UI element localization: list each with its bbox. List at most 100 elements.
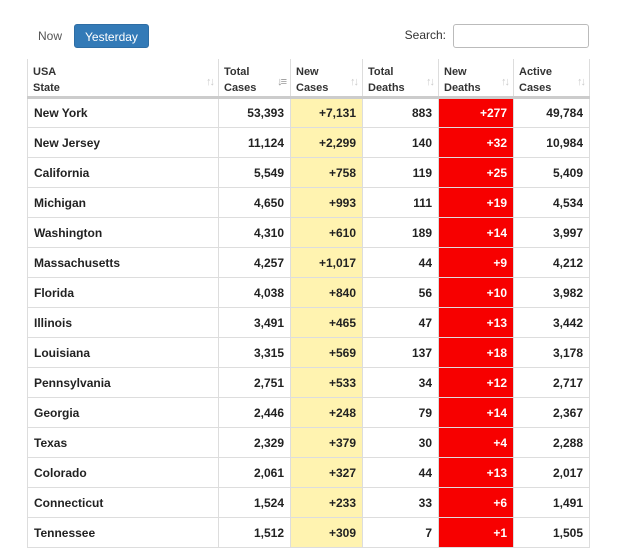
cell-new-deaths: +14 [438,397,514,428]
header-new-cases[interactable]: New Cases ↑↓ [290,59,363,99]
cell-active-cases: 5,409 [513,157,590,188]
cell-new-cases: +840 [290,277,363,308]
cell-total-cases: 4,257 [218,247,291,278]
cell-new-cases: +569 [290,337,363,368]
cell-total-cases: 2,446 [218,397,291,428]
cell-new-deaths: +4 [438,427,514,458]
cell-new-deaths: +6 [438,487,514,518]
cell-state: Tennessee [27,517,219,548]
cell-new-deaths: +12 [438,367,514,398]
cell-state: Colorado [27,457,219,488]
table-row: Florida 4,038 +840 56 +10 3,982 [27,277,590,308]
cell-state: Connecticut [27,487,219,518]
table-row: Michigan 4,650 +993 111 +19 4,534 [27,187,590,218]
cell-total-deaths: 34 [362,367,439,398]
header-active-cases-line2: Cases [519,82,552,94]
cell-new-cases: +1,017 [290,247,363,278]
cell-new-deaths: +13 [438,307,514,338]
yesterday-tab-button[interactable]: Yesterday [74,24,149,48]
sort-arrows-icon: ↑↓ [426,76,435,88]
sort-arrows-icon: ↑↓ [501,76,510,88]
sort-arrows-icon: ↑↓ [350,76,359,88]
cell-active-cases: 3,442 [513,307,590,338]
cell-total-deaths: 44 [362,247,439,278]
header-total-cases[interactable]: Total Cases ↓≡ [218,59,291,99]
cell-new-cases: +610 [290,217,363,248]
cell-new-deaths: +18 [438,337,514,368]
cell-total-deaths: 883 [362,97,439,128]
cell-new-deaths: +9 [438,247,514,278]
cell-active-cases: 3,997 [513,217,590,248]
cell-total-deaths: 137 [362,337,439,368]
table-row: Illinois 3,491 +465 47 +13 3,442 [27,307,590,338]
cell-state: Texas [27,427,219,458]
table-row: Colorado 2,061 +327 44 +13 2,017 [27,457,590,488]
table-row: Tennessee 1,512 +309 7 +1 1,505 [27,517,590,548]
cell-new-deaths: +19 [438,187,514,218]
table-row: Georgia 2,446 +248 79 +14 2,367 [27,397,590,428]
cell-new-cases: +993 [290,187,363,218]
table-row: Louisiana 3,315 +569 137 +18 3,178 [27,337,590,368]
header-new-cases-line2: Cases [296,82,329,94]
cell-state: Louisiana [27,337,219,368]
states-table: USA State ↑↓ Total Cases ↓≡ New Cases ↑↓… [27,59,590,548]
table-body: New York 53,393 +7,131 883 +277 49,784 New Jer… [27,97,590,548]
header-state-line2: State [33,82,60,94]
cell-state: California [27,157,219,188]
header-total-deaths[interactable]: Total Deaths ↑↓ [362,59,439,99]
now-tab-button[interactable]: Now [38,29,63,43]
header-state[interactable]: USA State ↑↓ [27,59,219,99]
header-active-cases[interactable]: Active Cases ↑↓ [513,59,590,99]
header-new-deaths[interactable]: New Deaths ↑↓ [438,59,514,99]
cell-new-deaths: +25 [438,157,514,188]
cell-total-cases: 2,329 [218,427,291,458]
cell-active-cases: 1,505 [513,517,590,548]
cell-total-cases: 1,524 [218,487,291,518]
cell-total-cases: 4,038 [218,277,291,308]
cell-total-deaths: 119 [362,157,439,188]
table-row: Pennsylvania 2,751 +533 34 +12 2,717 [27,367,590,398]
cell-new-deaths: +32 [438,127,514,158]
cell-new-cases: +533 [290,367,363,398]
cell-new-deaths: +1 [438,517,514,548]
cell-state: Georgia [27,397,219,428]
cell-total-cases: 2,751 [218,367,291,398]
table-row: Massachusetts 4,257 +1,017 44 +9 4,212 [27,247,590,278]
cell-state: Washington [27,217,219,248]
cell-total-deaths: 56 [362,277,439,308]
cell-total-deaths: 33 [362,487,439,518]
cell-total-deaths: 30 [362,427,439,458]
cell-state: Florida [27,277,219,308]
toolbar: Now Yesterday Search: [28,22,589,52]
cell-new-cases: +327 [290,457,363,488]
cell-state: New Jersey [27,127,219,158]
cell-total-cases: 4,650 [218,187,291,218]
header-new-deaths-line1: New [444,66,467,78]
table-row: New Jersey 11,124 +2,299 140 +32 10,984 [27,127,590,158]
cell-active-cases: 1,491 [513,487,590,518]
cell-total-cases: 1,512 [218,517,291,548]
cell-total-cases: 3,315 [218,337,291,368]
cell-active-cases: 4,212 [513,247,590,278]
cell-new-cases: +248 [290,397,363,428]
cell-new-deaths: +14 [438,217,514,248]
search-label: Search: [404,28,446,42]
cell-new-deaths: +277 [438,97,514,128]
cell-new-cases: +465 [290,307,363,338]
cell-active-cases: 2,367 [513,397,590,428]
cell-state: Illinois [27,307,219,338]
cell-new-cases: +758 [290,157,363,188]
cell-total-deaths: 7 [362,517,439,548]
cell-active-cases: 3,178 [513,337,590,368]
header-new-deaths-line2: Deaths [444,82,481,94]
search-input[interactable] [453,24,589,48]
header-state-line1: USA [33,66,57,78]
cell-active-cases: 2,288 [513,427,590,458]
table-row: California 5,549 +758 119 +25 5,409 [27,157,590,188]
cell-total-cases: 5,549 [218,157,291,188]
cell-new-cases: +309 [290,517,363,548]
cell-total-cases: 11,124 [218,127,291,158]
cell-new-deaths: +13 [438,457,514,488]
cell-new-cases: +2,299 [290,127,363,158]
cell-total-cases: 2,061 [218,457,291,488]
